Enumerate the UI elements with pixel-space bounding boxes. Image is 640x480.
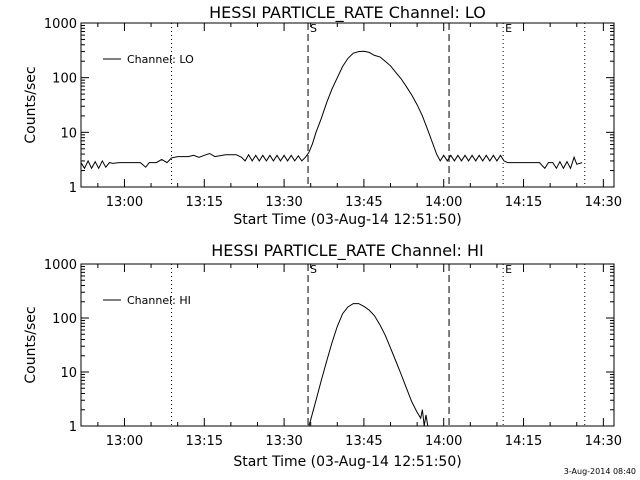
x-tick-label: 14:30 bbox=[585, 434, 622, 449]
legend-label: Channel: LO bbox=[127, 53, 194, 66]
y-axis-label: Counts/sec bbox=[23, 306, 39, 383]
y-tick-label: 1 bbox=[69, 181, 77, 196]
x-tick-label: 13:45 bbox=[345, 434, 382, 449]
x-tick-label: 13:30 bbox=[265, 195, 302, 210]
y-axis-label: Counts/sec bbox=[23, 66, 39, 143]
y-tick-label: 10 bbox=[60, 366, 77, 381]
timestamp: 3-Aug-2014 08:40 bbox=[564, 467, 636, 476]
plot-frame bbox=[80, 263, 615, 427]
x-tick-label: 13:00 bbox=[106, 434, 143, 449]
y-tick-label: 1 bbox=[69, 420, 77, 435]
y-tick-label: 100 bbox=[52, 72, 77, 87]
chart-title: HESSI PARTICLE_RATE Channel: LO bbox=[209, 3, 486, 23]
x-axis-label: Start Time (03-Aug-14 12:51:50) bbox=[233, 212, 461, 228]
x-tick-label: 14:00 bbox=[425, 434, 462, 449]
series-line bbox=[308, 303, 429, 427]
y-tick-label: 100 bbox=[52, 312, 77, 327]
y-tick-label: 1000 bbox=[44, 17, 77, 32]
x-tick-label: 13:45 bbox=[345, 195, 382, 210]
marker-label: E bbox=[505, 263, 512, 276]
legend-label: Channel: HI bbox=[127, 294, 191, 307]
x-tick-label: 14:15 bbox=[505, 195, 542, 210]
x-axis-label: Start Time (03-Aug-14 12:51:50) bbox=[233, 454, 461, 470]
x-tick-label: 14:00 bbox=[425, 195, 462, 210]
x-tick-label: 14:15 bbox=[505, 434, 542, 449]
marker-label: E bbox=[505, 22, 512, 35]
x-tick-label: 14:30 bbox=[585, 195, 622, 210]
marker-label: S bbox=[310, 263, 317, 276]
plot-frame bbox=[80, 22, 615, 188]
x-tick-label: 13:15 bbox=[186, 195, 223, 210]
x-tick-label: 13:00 bbox=[106, 195, 143, 210]
chart-panel-0: HESSI PARTICLE_RATE Channel: LO 13:00 13:1… bbox=[23, 3, 622, 228]
chart-title: HESSI PARTICLE_RATE Channel: HI bbox=[211, 241, 484, 261]
x-tick-label: 13:30 bbox=[265, 434, 302, 449]
chart-panel-1: HESSI PARTICLE_RATE Channel: HI 13:00 13:1… bbox=[23, 241, 622, 470]
series-line bbox=[80, 50, 583, 170]
marker-label: S bbox=[310, 22, 317, 35]
x-tick-label: 13:15 bbox=[186, 434, 223, 449]
y-tick-label: 1000 bbox=[44, 258, 77, 273]
y-tick-label: 10 bbox=[60, 126, 77, 141]
